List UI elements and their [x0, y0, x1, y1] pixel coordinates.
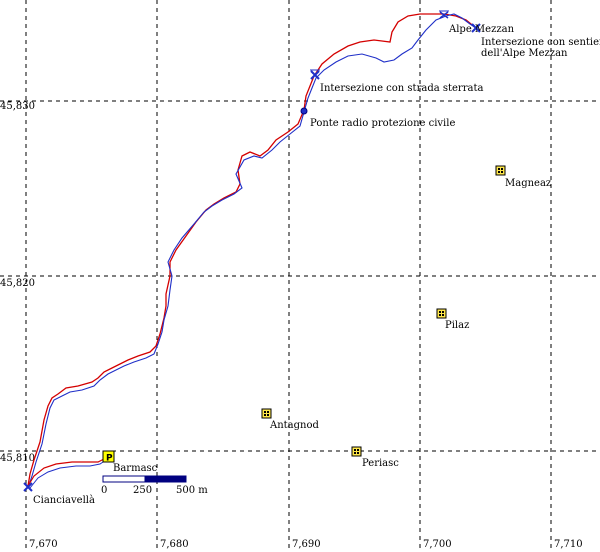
label-intersezione-strada: Intersezione con strada sterrata	[320, 83, 483, 94]
scale-label-0: 0	[101, 485, 107, 496]
y-tick-label: 45,810	[0, 453, 35, 464]
y-tick-label: 45,820	[0, 278, 35, 289]
parking-letter: P	[106, 454, 113, 464]
label-ponte-radio: Ponte radio protezione civile	[310, 118, 455, 129]
x-axis-labels: 7,670 7,680 7,690 7,700 7,710	[29, 539, 583, 550]
building-icon[interactable]	[351, 446, 362, 457]
waypoint-cross-icon[interactable]	[471, 23, 481, 33]
track-red[interactable]	[27, 13, 477, 487]
label-intersezione-sentiero-1: Intersezione con sentiero	[481, 37, 600, 48]
building-icon[interactable]	[261, 408, 272, 419]
track-barmasc-blue[interactable]	[29, 459, 107, 489]
x-tick-label: 7,680	[160, 539, 189, 550]
waypoint-cross-icon[interactable]	[310, 69, 320, 80]
label-periasc: Periasc	[362, 458, 399, 469]
label-antagnod: Antagnod	[269, 420, 320, 431]
x-tick-label: 7,710	[554, 539, 583, 550]
waypoint-circle-icon[interactable]	[300, 107, 308, 115]
waypoint-cross-icon[interactable]	[439, 10, 449, 19]
building-icon[interactable]	[495, 165, 506, 176]
track-barmasc[interactable]	[27, 457, 107, 487]
track-blue[interactable]	[27, 13, 477, 489]
label-alpe-mezzan: Alpe Mezzan	[448, 24, 515, 35]
scale-bar: 0 250 500 m	[101, 475, 208, 496]
x-tick-label: 7,700	[423, 539, 452, 550]
y-tick-label: 45,830	[0, 101, 35, 112]
label-intersezione-sentiero-2: dell'Alpe Mezzan	[481, 48, 568, 59]
building-icon[interactable]	[436, 308, 447, 319]
x-tick-label: 7,670	[29, 539, 58, 550]
x-tick-label: 7,690	[292, 539, 321, 550]
label-barmasc: Barmasc	[113, 463, 158, 474]
label-magneaz: Magneaz	[505, 178, 551, 189]
y-axis-labels: 45,830 45,820 45,810	[0, 101, 35, 464]
label-cianciavella: Cianciavellà	[33, 495, 95, 506]
scale-label-500: 500 m	[176, 485, 208, 496]
waypoint-cross-icon[interactable]	[23, 482, 33, 492]
scale-label-250: 250	[133, 485, 152, 496]
parking-icon[interactable]: P	[102, 450, 115, 464]
label-pilaz: Pilaz	[445, 320, 469, 331]
